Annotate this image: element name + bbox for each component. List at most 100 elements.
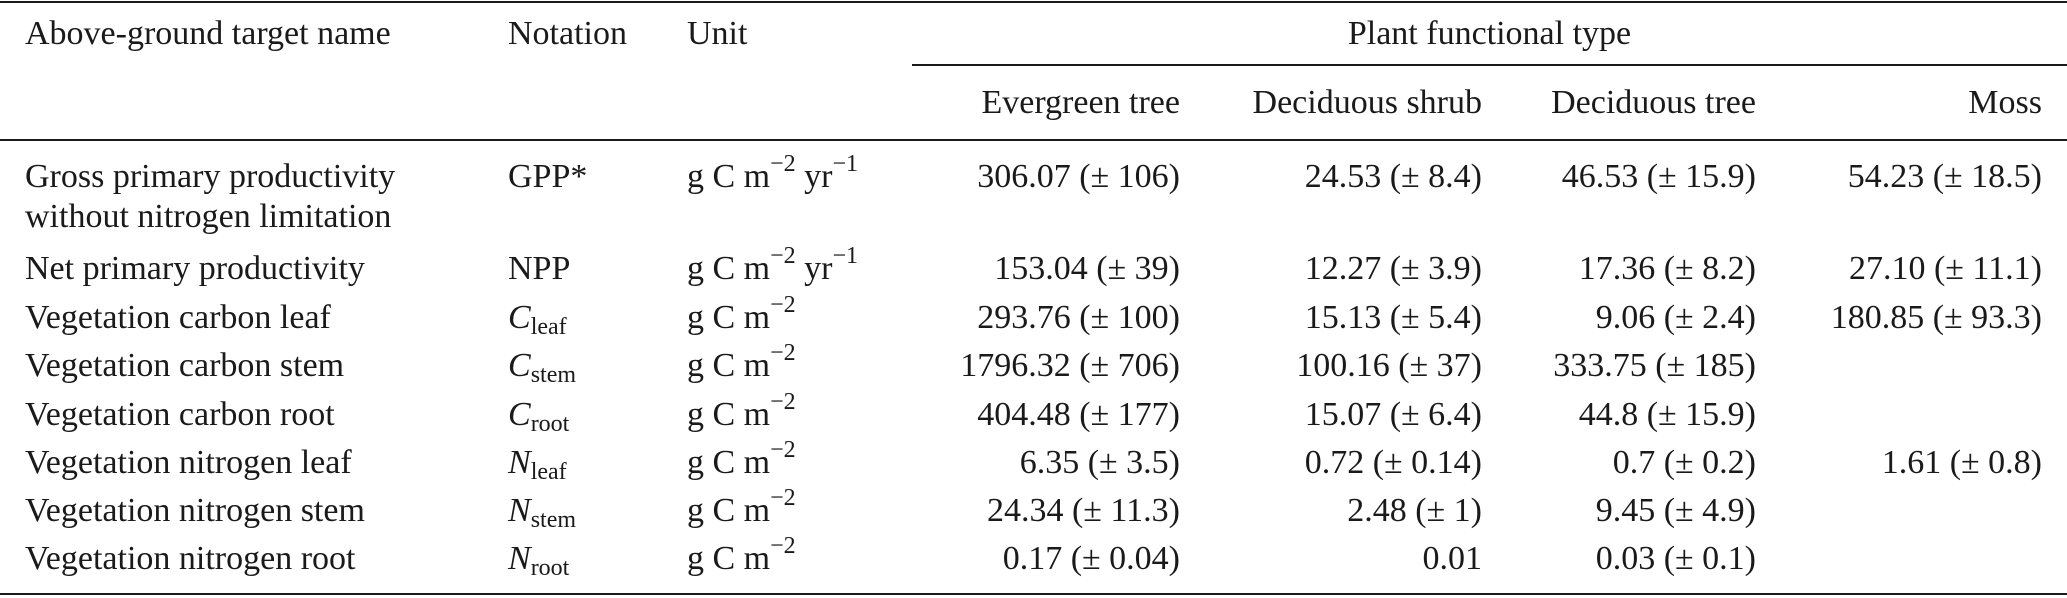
row-unit: g C m−2 (687, 438, 796, 483)
unit-exponent: −2 (770, 243, 796, 269)
header-deciduous-shrub: Deciduous shrub (1252, 84, 1482, 121)
row-unit: g C m−2 yr−1 (687, 244, 858, 289)
value-deciduous-shrub: 12.27 (± 3.9) (1304, 250, 1482, 287)
row-target-name: Vegetation carbon stem (25, 346, 344, 386)
unit-base: g C m (687, 299, 771, 336)
top-rule (0, 1, 2067, 3)
notation-symbol: GPP* (508, 158, 588, 195)
header-target-name: Above-ground target name (25, 15, 391, 52)
value-evergreen-tree: 293.76 (± 100) (977, 299, 1180, 336)
unit-base: g C m (687, 540, 771, 577)
value-evergreen-tree: 0.17 (± 0.04) (1002, 540, 1180, 577)
value-deciduous-shrub: 2.48 (± 1) (1347, 492, 1482, 529)
unit-exponent: −2 (770, 151, 796, 177)
row-notation: Cleaf (508, 298, 567, 340)
unit-base: g C m (687, 158, 771, 195)
row-target-name-line: without nitrogen limitation (25, 198, 392, 235)
value-evergreen-tree: 404.48 (± 177) (977, 396, 1180, 433)
notation-subscript: stem (530, 507, 577, 533)
row-notation: Nstem (508, 491, 577, 533)
notation-symbol: N (508, 540, 531, 577)
unit-exponent: −2 (770, 485, 796, 511)
unit-exponent: −1 (832, 151, 859, 177)
value-deciduous-tree: 17.36 (± 8.2) (1578, 250, 1756, 287)
notation-subscript: leaf (530, 459, 567, 485)
row-target-name-line: Vegetation nitrogen stem (25, 492, 365, 529)
row-target-name-line: Gross primary productivity (25, 158, 396, 195)
row-target-name-line: Vegetation nitrogen leaf (25, 444, 352, 481)
row-target-name: Vegetation nitrogen leaf (25, 443, 352, 483)
value-deciduous-shrub: 0.01 (1422, 540, 1483, 577)
row-unit: g C m−2 (687, 534, 796, 579)
header-unit: Unit (687, 15, 748, 52)
unit-base: g C m (687, 347, 771, 384)
header-evergreen-tree: Evergreen tree (981, 84, 1180, 121)
unit-exponent: −1 (832, 243, 859, 269)
unit-exponent: −2 (770, 340, 796, 366)
unit-base: g C m (687, 250, 771, 287)
row-target-name: Net primary productivity (25, 249, 365, 289)
value-moss: 180.85 (± 93.3) (1830, 299, 2042, 336)
header-plant-functional-type: Plant functional type (1347, 15, 1632, 52)
row-notation: Nroot (508, 539, 570, 581)
notation-symbol: N (508, 492, 531, 529)
row-target-name-line: Vegetation carbon leaf (25, 299, 331, 336)
header-moss: Moss (1968, 84, 2042, 121)
row-unit: g C m−2 (687, 390, 796, 435)
value-deciduous-shrub: 24.53 (± 8.4) (1304, 158, 1482, 195)
unit-exponent: −2 (770, 533, 796, 559)
value-evergreen-tree: 1796.32 (± 706) (960, 347, 1180, 384)
value-deciduous-tree: 44.8 (± 15.9) (1578, 396, 1756, 433)
row-target-name-line: Vegetation nitrogen root (25, 540, 356, 577)
value-deciduous-tree: 46.53 (± 15.9) (1561, 158, 1756, 195)
row-target-name: Vegetation carbon root (25, 395, 335, 435)
value-deciduous-shrub: 15.13 (± 5.4) (1304, 299, 1482, 336)
value-deciduous-shrub: 100.16 (± 37) (1296, 347, 1482, 384)
value-evergreen-tree: 153.04 (± 39) (994, 250, 1180, 287)
row-target-name-line: Vegetation carbon root (25, 396, 335, 433)
value-moss: 27.10 (± 11.1) (1848, 250, 2042, 287)
header-notation: Notation (508, 15, 627, 52)
notation-symbol: NPP (508, 250, 571, 287)
notation-subscript: root (530, 555, 570, 581)
row-notation: NPP (508, 249, 570, 289)
unit-exponent: −2 (770, 437, 796, 463)
header-bottom-rule (0, 139, 2067, 141)
notation-symbol: N (508, 444, 531, 481)
value-deciduous-tree: 333.75 (± 185) (1553, 347, 1756, 384)
unit-time: yr (804, 158, 833, 195)
header-deciduous-tree: Deciduous tree (1551, 84, 1756, 121)
notation-symbol: C (508, 396, 531, 433)
row-unit: g C m−2 yr−1 (687, 152, 858, 197)
row-notation: Nleaf (508, 443, 567, 485)
notation-subscript: stem (530, 362, 577, 388)
notation-symbol: C (508, 299, 531, 336)
notation-subscript: leaf (530, 314, 567, 340)
value-evergreen-tree: 306.07 (± 106) (977, 158, 1180, 195)
value-deciduous-shrub: 15.07 (± 6.4) (1304, 396, 1482, 433)
value-deciduous-tree: 9.06 (± 2.4) (1595, 299, 1756, 336)
value-moss: 54.23 (± 18.5) (1847, 158, 2042, 195)
value-deciduous-shrub: 0.72 (± 0.14) (1304, 444, 1482, 481)
unit-base: g C m (687, 396, 771, 433)
value-deciduous-tree: 0.03 (± 0.1) (1595, 540, 1756, 577)
row-unit: g C m−2 (687, 486, 796, 531)
row-target-name: Vegetation nitrogen stem (25, 491, 365, 531)
group-rule (912, 64, 2067, 66)
row-notation: GPP* (508, 157, 587, 197)
value-evergreen-tree: 6.35 (± 3.5) (1019, 444, 1180, 481)
row-notation: Croot (508, 395, 569, 436)
row-unit: g C m−2 (687, 341, 796, 386)
row-unit: g C m−2 (687, 293, 796, 338)
row-target-name: Gross primary productivity without nitrog… (25, 157, 395, 237)
value-moss: 1.61 (± 0.8) (1881, 444, 2042, 481)
row-target-name-line: Net primary productivity (25, 250, 365, 287)
unit-exponent: −2 (770, 389, 796, 415)
unit-exponent: −2 (770, 292, 796, 318)
unit-time: yr (804, 250, 833, 287)
row-notation: Cstem (508, 346, 577, 388)
row-target-name-line: Vegetation carbon stem (25, 347, 345, 384)
value-evergreen-tree: 24.34 (± 11.3) (986, 492, 1180, 529)
unit-base: g C m (687, 444, 771, 481)
